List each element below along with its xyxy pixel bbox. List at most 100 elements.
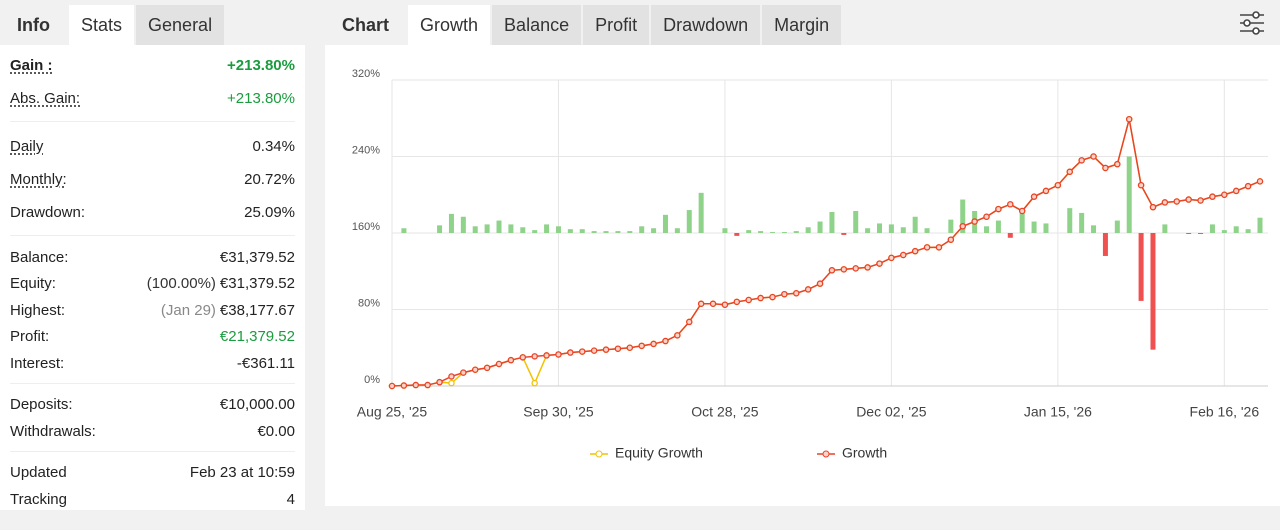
stat-value-wrap: €21,379.52 (220, 328, 295, 345)
marker (519, 354, 527, 361)
stat-row: Deposits: €10,000.00 (10, 392, 295, 419)
marker (1149, 203, 1157, 211)
marker (971, 218, 978, 225)
marker (626, 344, 634, 351)
bar (734, 233, 740, 236)
stat-value: €21,379.52 (219, 328, 295, 346)
stat-row: Interest: -€361.11 (10, 350, 295, 377)
bar (401, 228, 407, 233)
bar (995, 220, 1001, 233)
legend-marker (822, 450, 830, 458)
bar (1079, 212, 1085, 233)
marker (1090, 153, 1097, 160)
stat-value-wrap: €10,000.00 (220, 396, 295, 413)
stat-row: Tracking 4 (10, 486, 295, 513)
stat-label: Equity: (10, 275, 56, 293)
bar (686, 210, 692, 233)
bar (1150, 233, 1156, 350)
tab[interactable]: Margin (762, 5, 842, 45)
marker (1232, 187, 1240, 195)
marker (1042, 187, 1050, 195)
marker (578, 348, 586, 355)
bar (1198, 233, 1204, 234)
tab[interactable]: Info (17, 15, 50, 35)
bar (1138, 233, 1144, 301)
legend-label[interactable]: Growth (842, 445, 887, 461)
marker (1102, 164, 1109, 172)
marker (471, 366, 479, 373)
stats-list: Gain : +213.80% Abs. Gain: +213.80% Daily 0.3… (0, 45, 305, 519)
bar (912, 216, 918, 233)
bar (508, 224, 514, 233)
bar (603, 231, 609, 233)
bar (662, 214, 668, 233)
bar (437, 225, 443, 233)
tab[interactable]: Balance (492, 5, 582, 45)
marker (733, 298, 741, 306)
bar (1162, 224, 1168, 233)
stat-value-wrap: (100.00%) €31,379.52 (147, 275, 295, 292)
legend-label[interactable]: Equity Growth (615, 445, 703, 461)
stat-label: Withdrawals: (10, 422, 96, 440)
y-tick-label: 320% (352, 68, 380, 80)
marker (1030, 193, 1038, 200)
bar (448, 213, 454, 233)
marker (614, 345, 622, 352)
bar (651, 228, 657, 233)
marker (555, 351, 562, 358)
tab[interactable]: Growth (408, 5, 491, 45)
stat-label: Daily (10, 138, 44, 155)
stat-row: Daily 0.34% (10, 130, 295, 163)
marker (507, 356, 515, 364)
marker (1066, 168, 1074, 176)
stat-value-wrap: -€361.11 (237, 355, 295, 372)
marker (531, 379, 538, 387)
bar (829, 211, 835, 233)
marker (745, 296, 752, 304)
stat-label: Updated (10, 464, 67, 482)
bar (460, 216, 466, 233)
tab[interactable]: Stats (69, 5, 135, 45)
marker (1078, 157, 1085, 164)
bar (1257, 217, 1263, 233)
stat-value-wrap: €31,379.52 (220, 249, 295, 266)
bar (841, 233, 847, 235)
stat-value: -€361.11 (236, 354, 295, 372)
stat-row: Highest: (Jan 29) €38,177.67 (10, 297, 295, 324)
marker (662, 337, 669, 345)
bar (674, 228, 680, 233)
stat-value: 0.34% (252, 138, 295, 155)
bar (1019, 210, 1025, 233)
bar (1043, 223, 1049, 233)
bar (639, 226, 645, 233)
marker (864, 264, 871, 271)
stat-label: Deposits: (10, 396, 73, 414)
bar (984, 226, 990, 233)
tab[interactable]: General (136, 5, 225, 45)
marker (983, 213, 990, 220)
stats-group: Updated Feb 23 at 10:59 Tracking 4 (10, 450, 295, 519)
marker (900, 251, 907, 259)
settings-icon[interactable] (1238, 10, 1266, 36)
marker (650, 340, 657, 348)
tab[interactable]: Profit (583, 5, 650, 45)
stat-label: Drawdown: (10, 204, 86, 221)
marker (400, 382, 408, 389)
bar (1114, 220, 1120, 233)
stat-value: €0.00 (257, 422, 295, 440)
tab[interactable]: Drawdown (651, 5, 761, 45)
tab[interactable]: Chart (342, 15, 390, 35)
bar (555, 226, 561, 233)
y-tick-label: 0% (364, 374, 380, 386)
bar (1126, 156, 1132, 233)
stats-group: Gain : +213.80% Abs. Gain: +213.80% (10, 45, 295, 121)
marker (1007, 201, 1014, 208)
bar (853, 211, 859, 233)
stat-value-wrap: 25.09% (244, 204, 295, 221)
x-tick-label: Feb 16, '26 (1190, 404, 1260, 420)
marker (888, 254, 895, 262)
marker (388, 382, 396, 390)
stat-value: Feb 23 at 10:59 (189, 464, 295, 482)
marker (686, 318, 693, 326)
stat-label: Balance: (10, 248, 69, 266)
